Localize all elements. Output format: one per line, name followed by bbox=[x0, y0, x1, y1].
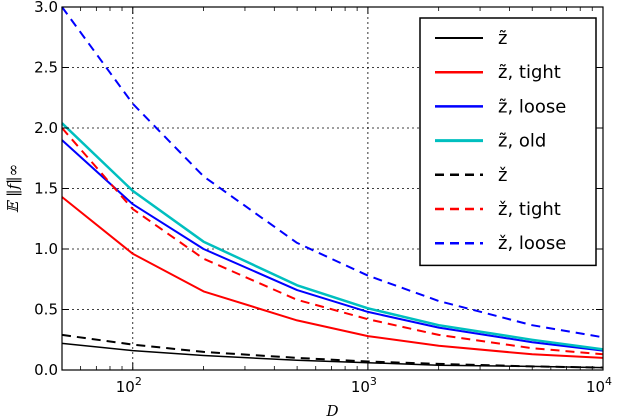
series-line bbox=[61, 6, 604, 339]
y-tick-label: 1.0 bbox=[34, 240, 58, 258]
legend-label: ž, loose bbox=[498, 233, 566, 254]
series-line bbox=[61, 333, 604, 369]
legend: z̃ z̃, tight z̃, loose z̃, old ž ž, tight ž, l… bbox=[419, 17, 597, 267]
series-lines bbox=[61, 6, 604, 369]
series-line bbox=[61, 139, 604, 352]
x-tick-label: 103 bbox=[351, 375, 377, 396]
series-line bbox=[61, 127, 604, 356]
legend-label: z̃, loose bbox=[498, 96, 566, 117]
y-tick-label: 2.0 bbox=[34, 119, 58, 137]
x-tick-label: 104 bbox=[586, 375, 612, 396]
series-line bbox=[61, 122, 604, 351]
x-tick-label: 102 bbox=[116, 375, 142, 396]
legend-label: z̃, old bbox=[498, 131, 546, 152]
legend-label: z̃ bbox=[498, 28, 507, 49]
y-tick-label: 0.0 bbox=[34, 361, 58, 379]
legend-label: ž bbox=[498, 165, 507, 186]
legend-label: ž, tight bbox=[498, 199, 561, 220]
y-tick-label: 2.5 bbox=[34, 59, 58, 77]
y-tick-label: 1.5 bbox=[34, 180, 58, 198]
y-tick-label: 3.0 bbox=[34, 0, 58, 16]
legend-label: z̃, tight bbox=[498, 62, 561, 83]
y-axis-label: 𝔼 ‖f‖∞ bbox=[4, 164, 22, 213]
x-axis-label: D bbox=[325, 402, 338, 420]
y-tick-label: 0.5 bbox=[34, 301, 58, 319]
series-line bbox=[61, 196, 604, 359]
